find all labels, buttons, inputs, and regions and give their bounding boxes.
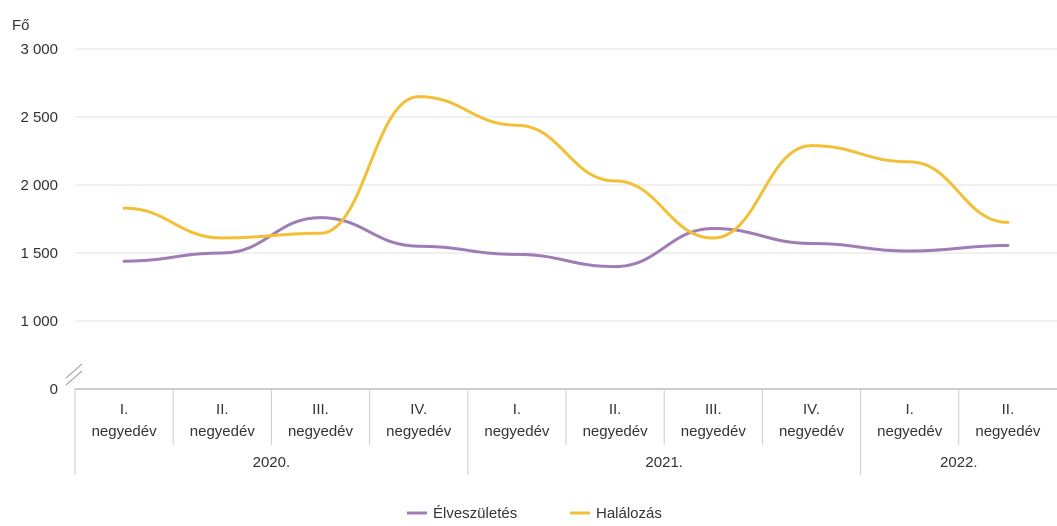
y-tick-label: 1 500	[20, 245, 58, 262]
year-label: 2020.	[253, 454, 291, 471]
series-lines	[122, 95, 1010, 269]
x-tick-label: negyedév	[779, 423, 845, 440]
x-tick-label: I.	[120, 401, 128, 418]
x-tick-label: negyedév	[681, 423, 747, 440]
x-axis	[65, 363, 1057, 390]
x-tick-label: negyedév	[92, 423, 158, 440]
x-tick-label: III.	[312, 401, 329, 418]
y-axis-ticks: 0 1 000 1 500 2 000 2 500 3 000	[20, 41, 58, 398]
y-axis-unit-label: Fő	[12, 17, 30, 34]
x-tick-label: negyedév	[386, 423, 452, 440]
x-axis-categories: I. negyedév II. negyedév III. negyedév IV. negy…	[74, 389, 1041, 475]
legend: Élveszületés Halálozás	[407, 505, 662, 522]
y-tick-label: 1 000	[20, 313, 58, 330]
x-tick-label: IV.	[410, 401, 427, 418]
x-tick-label: I.	[513, 401, 521, 418]
axis-break-mark	[65, 363, 83, 379]
x-tick-label: negyedév	[975, 423, 1041, 440]
x-tick-label: III.	[705, 401, 722, 418]
x-tick-label: negyedév	[583, 423, 649, 440]
y-tick-label: 3 000	[20, 41, 58, 58]
legend-label: Halálozás	[596, 505, 662, 522]
y-tick-label: 0	[50, 381, 58, 398]
year-label: 2021.	[645, 454, 683, 471]
legend-label: Élveszületés	[433, 505, 517, 522]
series-line-1	[122, 216, 1010, 269]
x-tick-label: negyedév	[484, 423, 550, 440]
gridlines	[75, 48, 1057, 322]
series-line-2	[122, 95, 1010, 240]
x-tick-label: II.	[216, 401, 229, 418]
y-tick-label: 2 500	[20, 109, 58, 126]
x-tick-label: negyedév	[288, 423, 354, 440]
x-tick-label: IV.	[803, 401, 820, 418]
x-tick-label: negyedév	[877, 423, 943, 440]
x-tick-label: II.	[609, 401, 622, 418]
x-tick-label: negyedév	[190, 423, 256, 440]
x-tick-label: II.	[1002, 401, 1015, 418]
x-tick-label: I.	[906, 401, 914, 418]
year-label: 2022.	[940, 454, 978, 471]
axis-break-mark	[65, 370, 83, 386]
y-tick-label: 2 000	[20, 177, 58, 194]
